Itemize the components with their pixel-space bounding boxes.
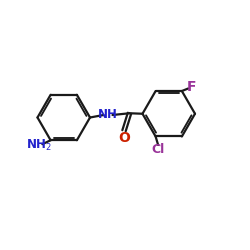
Text: F: F xyxy=(187,80,197,94)
Text: O: O xyxy=(118,130,130,144)
Text: NH$_2$: NH$_2$ xyxy=(26,138,52,153)
Text: Cl: Cl xyxy=(152,143,165,156)
Text: NH: NH xyxy=(98,108,118,121)
